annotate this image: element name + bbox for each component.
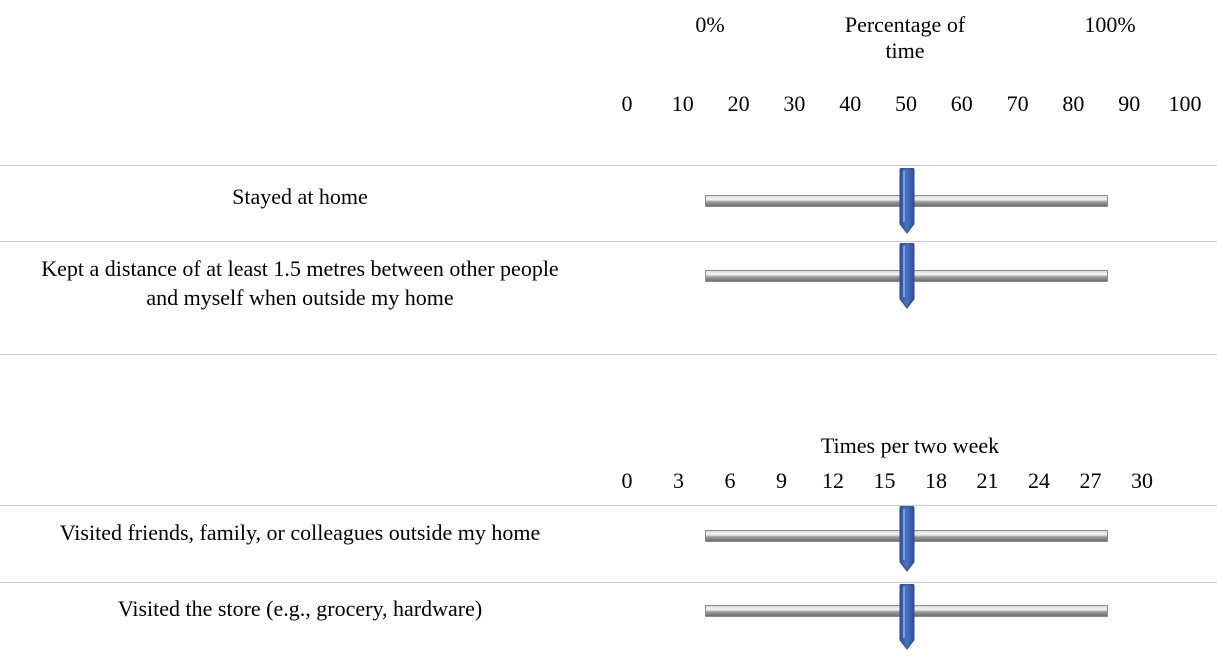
times-tick-label: 9 [776,468,787,493]
question-label-stayed-home: Stayed at home [232,184,368,209]
times-tick-label: 24 [1028,468,1050,493]
times-scale-title: Times per two week [820,433,1000,458]
row-divider [0,505,1217,506]
row-divider [0,354,1217,355]
percent-tick-label: 40 [839,91,862,116]
percent-tick-label: 100 [1168,91,1202,116]
percent-tick-label: 20 [727,91,750,116]
percent-tick-label: 0 [621,91,633,116]
percent-tick-label: 10 [671,91,694,116]
percent-scale-title: Percentage of time [810,12,1000,64]
percent-tick-label: 50 [895,91,917,116]
percent-tick-row: 0 10 20 30 40 50 60 70 80 90 100 [0,91,1217,117]
percent-tick-label: 80 [1062,91,1085,116]
question-label-kept-distance: Kept a distance of at least 1.5 metres b… [41,256,559,310]
times-tick-label: 15 [873,468,896,493]
times-tick-label: 12 [822,468,844,493]
row-divider [0,241,1217,242]
row-divider [0,165,1217,166]
times-tick-label: 3 [673,468,684,493]
times-tick-label: 6 [724,468,736,493]
times-tick-label: 0 [621,468,633,493]
times-tick-label: 30 [1131,468,1153,493]
question-label-visited-store: Visited the store (e.g., grocery, hardwa… [117,596,483,621]
percent-scale-title-line2: time [885,38,925,63]
percent-max-label: 100% [1084,12,1136,37]
slider-handle-icon[interactable] [897,583,917,650]
percent-tick-label: 60 [950,91,973,116]
times-tick-row: 0 3 6 9 12 15 18 21 24 27 30 [0,468,1217,494]
slider-handle-icon[interactable] [897,242,917,309]
percent-min-label: 0% [695,12,725,37]
slider-handle-icon[interactable] [897,167,917,234]
percent-scale-title-line1: Percentage of [844,12,966,37]
slider-handle-icon[interactable] [897,505,917,572]
times-tick-label: 21 [976,468,999,493]
times-tick-label: 18 [925,468,947,493]
times-tick-label: 27 [1079,468,1102,493]
percent-tick-label: 90 [1118,91,1141,116]
percent-tick-label: 70 [1006,91,1029,116]
percent-tick-label: 30 [783,91,806,116]
question-label-visited-friends: Visited friends, family, or colleagues o… [59,520,541,545]
row-divider [0,582,1217,583]
